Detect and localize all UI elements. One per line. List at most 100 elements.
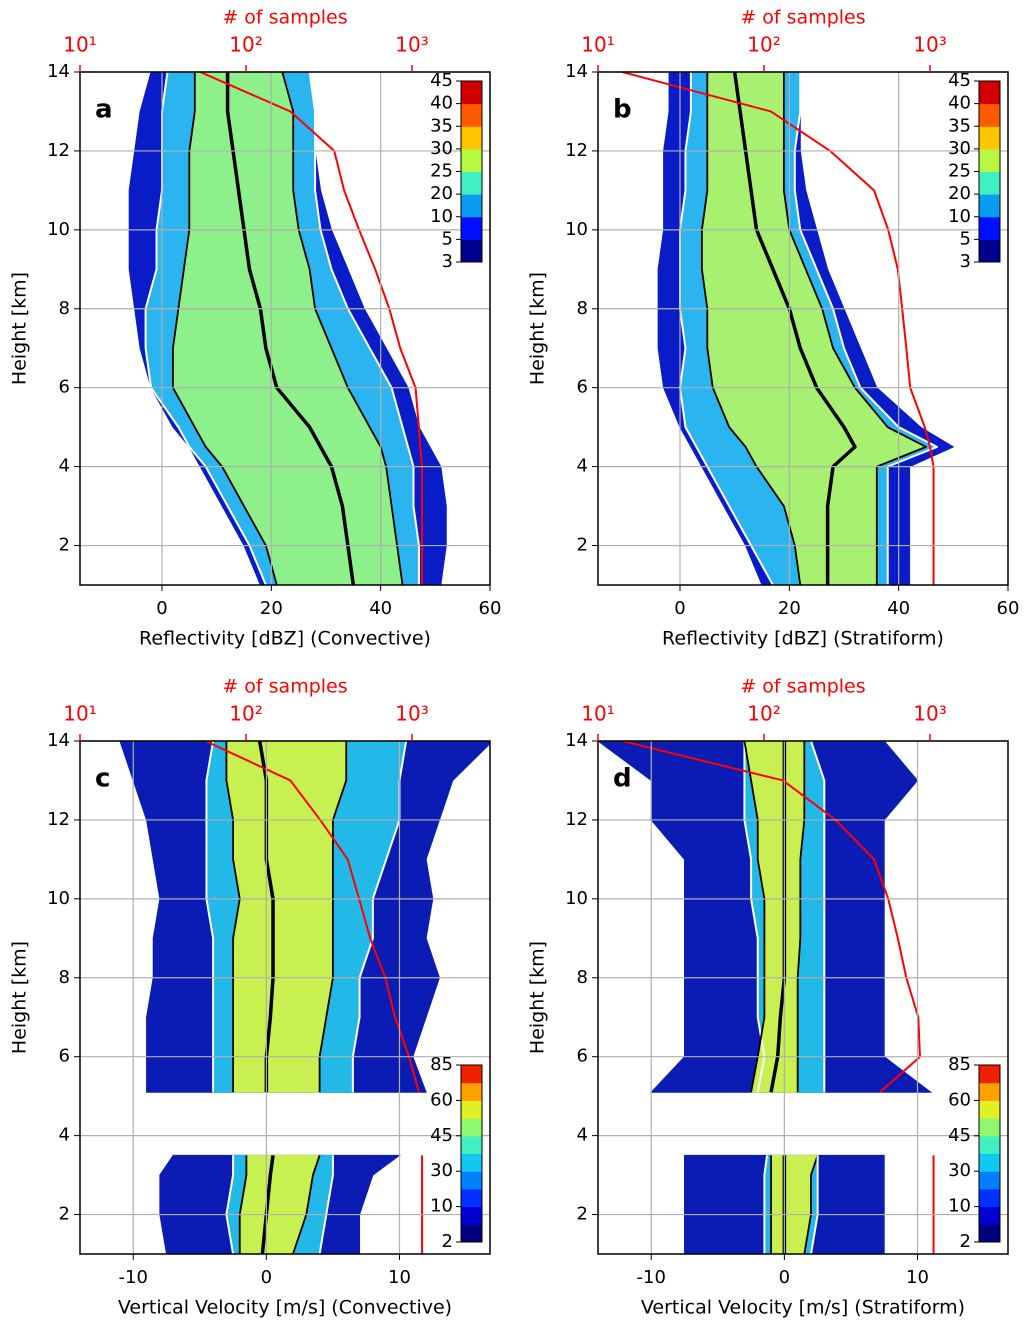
y-tick-label: 10 [47, 219, 70, 240]
colorbar-label: 45 [430, 70, 453, 91]
colorbar-swatch [979, 1135, 1000, 1154]
percentile-line [810, 741, 826, 1254]
colorbar-swatch [979, 1206, 1000, 1225]
y-tick-label: 14 [47, 730, 70, 751]
y-axis-title: Height [km] [527, 272, 549, 385]
colorbar-swatch [979, 239, 1000, 263]
y-tick-label: 8 [577, 967, 588, 988]
y-tick-label: 6 [577, 377, 588, 398]
y-tick-label: 2 [59, 1204, 70, 1225]
colorbar-swatch [979, 216, 1000, 240]
x2-axis-title: # of samples [222, 7, 347, 29]
colorbar-swatch [461, 1065, 482, 1084]
colorbar-label: 2 [960, 1231, 971, 1252]
colorbar-swatch [979, 148, 1000, 172]
y-tick-label: 10 [565, 219, 588, 240]
y-tick-label: 6 [59, 1046, 70, 1067]
x-tick-label: 20 [778, 598, 801, 619]
colorbar-swatch [461, 1082, 482, 1101]
x2-axis-title: # of samples [740, 676, 865, 698]
panel-label: b [613, 95, 632, 125]
y-tick-label: 12 [565, 140, 588, 161]
axes-frame [79, 71, 491, 586]
panel-label: c [95, 764, 110, 794]
y-tick-label: 14 [565, 730, 588, 751]
y-axis-title: Height [km] [9, 941, 31, 1054]
colorbar-swatch [461, 1171, 482, 1190]
x2-tick-label: 10² [229, 33, 262, 57]
x-tick-label: 0 [156, 598, 167, 619]
x2-tick-label: 10¹ [581, 33, 614, 57]
samples-line [199, 72, 424, 585]
colorbar-label: 85 [948, 1054, 971, 1075]
axes-frame [597, 740, 1009, 1255]
percentile-line [308, 72, 420, 585]
colorbar-swatch [979, 1171, 1000, 1190]
x-tick-label: 20 [260, 598, 283, 619]
colorbar-swatch [979, 1188, 1000, 1208]
percentile-line [700, 72, 802, 585]
axes-frame [79, 740, 491, 1255]
axes-frame [597, 71, 1009, 586]
x-tick-label: 0 [779, 1267, 790, 1288]
colorbar-swatch [461, 171, 482, 195]
colorbar-swatch [979, 81, 1000, 105]
colorbar-label: 3 [442, 251, 453, 272]
colorbar-frame [978, 1064, 1001, 1243]
colorbar-swatch [979, 1118, 1000, 1137]
x-tick-label: 40 [369, 598, 392, 619]
colorbar-label: 10 [948, 206, 971, 227]
colorbar-swatch [461, 1135, 482, 1154]
x2-tick-label: 10² [229, 702, 262, 726]
colorbar-swatch [979, 1224, 1000, 1243]
colorbar-label: 25 [430, 161, 453, 182]
colorbar-swatch [461, 1118, 482, 1137]
samples-line [205, 741, 424, 1254]
x-tick-label: 10 [388, 1267, 411, 1288]
colorbar-label: 45 [948, 70, 971, 91]
y-tick-label: 2 [59, 535, 70, 556]
percentile-line [292, 741, 348, 1254]
plot-area [598, 741, 935, 1254]
colorbar-swatch [461, 194, 482, 218]
colorbar-swatch [979, 1153, 1000, 1172]
x-tick-label: 0 [674, 598, 685, 619]
colorbar-swatch [461, 126, 482, 150]
colorbar-swatch [979, 194, 1000, 218]
panel-label: d [613, 764, 632, 794]
colorbar-label: 40 [948, 93, 971, 114]
colorbar-label: 85 [430, 1054, 453, 1075]
percentile-line [743, 741, 772, 1254]
y-tick-label: 14 [47, 61, 70, 82]
plot-area [119, 741, 490, 1254]
colorbar-swatch [461, 103, 482, 127]
colorbar-swatch [461, 239, 482, 263]
percentile-line [205, 741, 235, 1254]
x2-axis-title: # of samples [222, 676, 347, 698]
x2-tick-label: 10¹ [63, 33, 96, 57]
colorbar-label: 30 [430, 1160, 453, 1181]
colorbar-swatch [979, 171, 1000, 195]
colorbar-label: 20 [430, 183, 453, 204]
colorbar-swatch [461, 1100, 482, 1119]
x-tick-label: 0 [261, 1267, 272, 1288]
y-tick-label: 12 [47, 809, 70, 830]
colorbar-label: 2 [442, 1231, 453, 1252]
percentile-line [225, 741, 248, 1254]
colorbar-label: 45 [948, 1125, 971, 1146]
y-tick-label: 8 [59, 967, 70, 988]
x2-tick-label: 10³ [913, 33, 946, 57]
y-tick-label: 4 [577, 1125, 588, 1146]
colorbar-label: 60 [948, 1089, 971, 1110]
x-axis-title: Vertical Velocity [m/s] (Convective) [118, 1297, 452, 1319]
percentile-line [679, 72, 774, 585]
colorbar-swatch [979, 126, 1000, 150]
colorbar-label: 45 [430, 1125, 453, 1146]
y-tick-label: 12 [565, 809, 588, 830]
percentile-line [172, 72, 278, 585]
y-tick-label: 4 [577, 456, 588, 477]
colorbar-label: 35 [430, 115, 453, 136]
colorbar-swatch [979, 1100, 1000, 1119]
plot-area [622, 72, 955, 585]
